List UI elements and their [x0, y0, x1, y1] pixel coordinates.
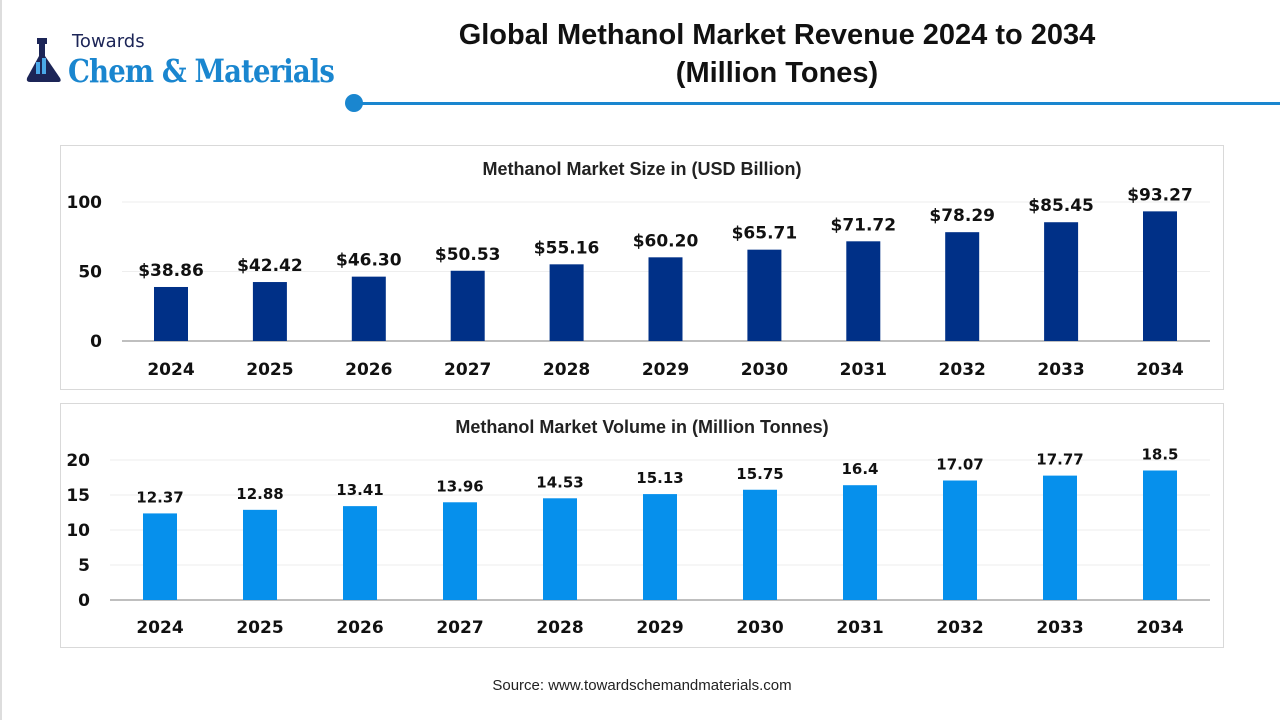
data-label: $50.53	[435, 245, 501, 265]
data-label: 17.77	[1036, 451, 1083, 469]
market-size-panel: Methanol Market Size in (USD Billion)	[60, 145, 1224, 390]
x-tick-label: 2032	[936, 618, 983, 638]
bar	[1043, 475, 1077, 600]
logo-towards: Towards	[72, 31, 145, 52]
x-tick-label: 2030	[736, 618, 783, 638]
x-tick-label: 2030	[741, 360, 788, 380]
logo-name: Chem & Materials	[68, 52, 335, 90]
data-label: 13.41	[336, 481, 383, 499]
bar	[945, 232, 980, 341]
data-label: $46.30	[336, 251, 402, 271]
data-label: 17.07	[936, 456, 983, 474]
source-text: Source: www.towardschemandmaterials.com	[492, 677, 792, 694]
bar	[747, 249, 782, 341]
y-tick-label: 20	[66, 451, 90, 471]
data-label: $93.27	[1127, 185, 1193, 205]
bar	[543, 498, 577, 600]
bar	[648, 257, 683, 341]
x-tick-label: 2029	[642, 360, 689, 380]
bar	[1044, 222, 1079, 341]
bar	[243, 509, 277, 600]
data-label: $65.71	[732, 224, 798, 244]
data-label: $85.45	[1028, 196, 1094, 216]
x-tick-label: 2024	[147, 360, 194, 380]
bar	[143, 513, 177, 600]
x-tick-label: 2031	[840, 360, 887, 380]
x-tick-label: 2027	[444, 360, 491, 380]
data-label: $42.42	[237, 256, 303, 276]
title-line-1: Global Methanol Market Revenue 2024 to 2…	[458, 19, 1096, 51]
y-tick-label: 0	[78, 591, 90, 611]
market-volume-panel: Methanol Market Volume in (Million Tonne…	[60, 403, 1224, 648]
page-title: Global Methanol Market Revenue 2024 to 2…	[402, 16, 1152, 92]
x-tick-label: 2027	[436, 618, 483, 638]
bar	[351, 276, 386, 341]
market-size-title: Methanol Market Size in (USD Billion)	[482, 159, 802, 179]
x-tick-label: 2026	[336, 618, 383, 638]
x-tick-label: 2034	[1136, 360, 1183, 380]
bar	[846, 241, 881, 341]
market-volume-title: Methanol Market Volume in (Million Tonne…	[455, 417, 829, 437]
data-label: 13.96	[436, 477, 483, 495]
x-tick-label: 2028	[536, 618, 583, 638]
x-tick-label: 2028	[543, 360, 590, 380]
x-tick-label: 2032	[939, 360, 986, 380]
bar	[450, 270, 485, 341]
x-tick-label: 2025	[246, 360, 293, 380]
x-tick-label: 2031	[836, 618, 883, 638]
bar	[643, 494, 677, 600]
logo: Towards Chem & Materials	[24, 32, 344, 92]
header-divider-dot	[345, 94, 363, 112]
data-label: 16.4	[841, 460, 878, 478]
data-label: 12.88	[236, 485, 283, 503]
data-label: 15.75	[736, 465, 783, 483]
y-tick-label: 5	[78, 556, 90, 576]
x-tick-label: 2034	[1136, 618, 1183, 638]
x-tick-label: 2029	[636, 618, 683, 638]
flask-icon	[26, 38, 61, 82]
bar	[154, 286, 188, 341]
data-label: $78.29	[929, 206, 995, 226]
bar	[252, 282, 287, 341]
x-tick-label: 2033	[1037, 360, 1084, 380]
x-tick-label: 2026	[345, 360, 392, 380]
bar	[1143, 211, 1177, 341]
bar	[943, 480, 977, 600]
x-tick-label: 2033	[1036, 618, 1083, 638]
x-tick-label: 2025	[236, 618, 283, 638]
data-label: 14.53	[536, 473, 583, 491]
y-tick-label: 0	[90, 332, 102, 352]
y-tick-label: 100	[67, 193, 103, 213]
y-tick-label: 15	[66, 486, 90, 506]
data-label: $55.16	[534, 238, 600, 258]
bar	[343, 506, 377, 600]
bar	[843, 485, 877, 600]
data-label: $71.72	[830, 215, 896, 235]
data-label: 18.5	[1141, 446, 1178, 464]
y-tick-label: 10	[66, 521, 90, 541]
header-divider	[354, 102, 1280, 105]
x-tick-label: 2024	[136, 618, 183, 638]
y-tick-label: 50	[78, 263, 102, 283]
data-label: $38.86	[138, 261, 204, 281]
title-line-2: (Million Tones)	[675, 57, 879, 89]
data-label: $60.20	[633, 231, 699, 251]
bar	[743, 489, 777, 600]
bar	[549, 264, 584, 341]
bar	[1143, 470, 1177, 600]
data-label: 15.13	[636, 469, 683, 487]
data-label: 12.37	[136, 488, 183, 506]
bar	[443, 502, 477, 600]
